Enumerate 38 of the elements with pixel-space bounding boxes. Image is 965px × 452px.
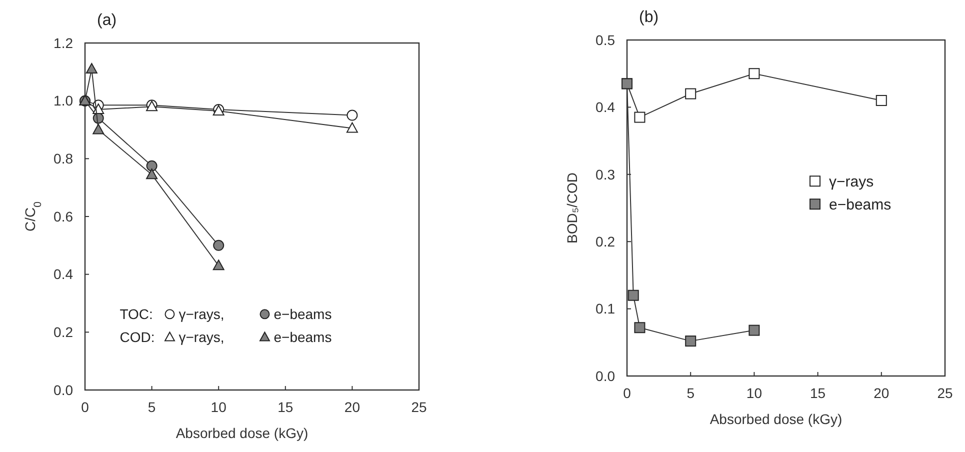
legend-label: e−beams [274, 306, 332, 322]
chart-title: (b) [639, 9, 659, 26]
y-axis-title: BOD₅/COD [564, 172, 580, 244]
x-tick-label: 25 [411, 399, 427, 415]
x-tick-label: 0 [623, 385, 632, 401]
x-tick-label: 20 [344, 399, 360, 415]
y-tick-label: 0.2 [596, 234, 616, 250]
y-tick-label: 0.5 [596, 32, 616, 48]
annotation: COD: [120, 329, 155, 346]
y-tick-label: 0.4 [596, 99, 616, 116]
legend-label: e−beams [274, 329, 332, 346]
x-tick-label: 0 [81, 399, 90, 415]
legend-label: e−beams [829, 196, 892, 214]
x-tick-label: 15 [278, 399, 294, 415]
y-tick-label: 0.8 [54, 150, 74, 167]
x-tick-label: 25 [937, 385, 953, 401]
y-tick-label: 0.1 [596, 300, 616, 317]
x-tick-label: 15 [810, 385, 826, 401]
x-tick-label: 5 [148, 399, 156, 415]
x-tick-label: 10 [746, 385, 762, 401]
y-tick-label: 0.0 [596, 368, 616, 384]
y-tick-label: 0.0 [54, 382, 74, 398]
y-tick-label: 0.2 [54, 324, 74, 340]
y-tick-label: 1.2 [54, 34, 74, 51]
y-tick-label: 0.6 [54, 208, 74, 224]
x-tick-label: 20 [874, 385, 890, 401]
legend-label: γ−rays [829, 173, 874, 190]
x-tick-label: 10 [210, 399, 227, 415]
y-tick-label: 1.0 [54, 92, 74, 109]
annotation: TOC: [120, 306, 153, 322]
x-tick-label: 5 [686, 385, 695, 401]
y-tick-label: 0.3 [596, 166, 616, 182]
x-axis-title: Absorbed dose (kGy) [176, 425, 308, 441]
legend-label: γ−rays, [178, 329, 224, 346]
y-tick-label: 0.4 [54, 266, 74, 282]
chart-title: (a) [97, 12, 117, 29]
legend-label: γ−rays, [178, 306, 224, 322]
x-axis-title: Absorbed dose (kGy) [710, 411, 842, 427]
